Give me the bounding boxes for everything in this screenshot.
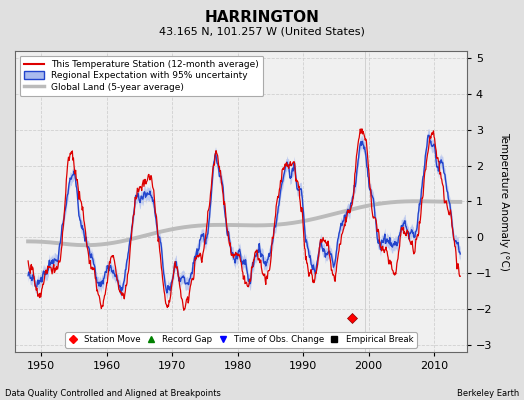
Text: 43.165 N, 101.257 W (United States): 43.165 N, 101.257 W (United States) (159, 26, 365, 36)
Text: Berkeley Earth: Berkeley Earth (456, 389, 519, 398)
Text: HARRINGTON: HARRINGTON (204, 10, 320, 25)
Legend: Station Move, Record Gap, Time of Obs. Change, Empirical Break: Station Move, Record Gap, Time of Obs. C… (65, 332, 417, 348)
Y-axis label: Temperature Anomaly (°C): Temperature Anomaly (°C) (499, 132, 509, 271)
Text: Data Quality Controlled and Aligned at Breakpoints: Data Quality Controlled and Aligned at B… (5, 389, 221, 398)
